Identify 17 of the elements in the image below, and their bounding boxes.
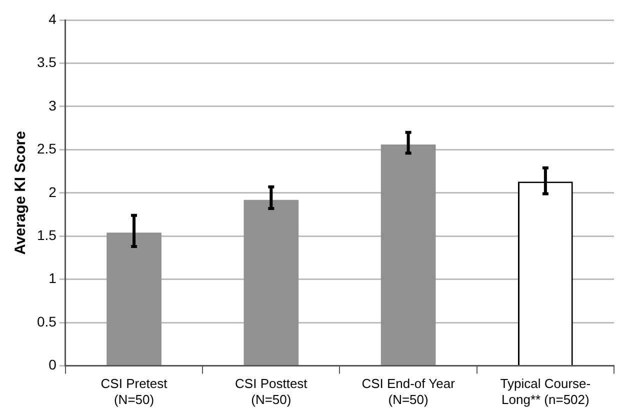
x-tick-label: Typical Course- Long** (n=502): [500, 376, 591, 407]
y-tick-label: 4: [48, 10, 57, 27]
y-tick-label: 1.5: [36, 226, 57, 243]
x-tick-label: CSI End-of Year (N=50): [362, 376, 456, 407]
x-tick-label: CSI Posttest (N=50): [235, 376, 308, 407]
bar: [380, 144, 436, 366]
bar: [244, 200, 299, 366]
y-tick-label: 2.5: [36, 140, 57, 157]
y-tick-label: 2: [48, 184, 57, 200]
y-tick-label: 0.5: [36, 313, 57, 330]
y-tick-label: 3.5: [36, 54, 57, 70]
x-tick-label: CSI Pretest (N=50): [100, 376, 168, 407]
y-tick-label: 1: [48, 270, 57, 286]
y-tick-label: 0: [48, 356, 57, 373]
y-tick-label: 3: [48, 97, 57, 114]
y-axis-title: Average KI Score: [12, 131, 30, 255]
bar: [106, 232, 162, 366]
